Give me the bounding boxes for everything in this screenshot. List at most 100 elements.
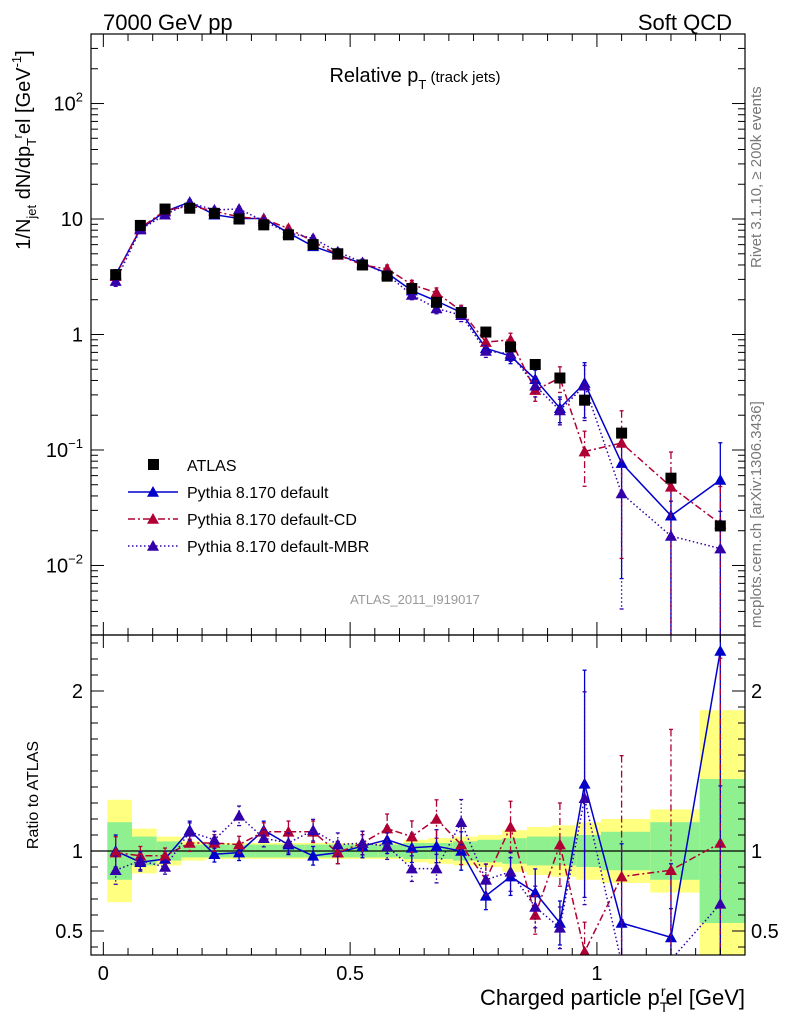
header-right: Soft QCD: [638, 10, 732, 35]
atlas-marker: [381, 270, 393, 282]
atlas-marker: [184, 202, 196, 214]
ratio-marker: [331, 846, 344, 858]
ratio-marker: [664, 864, 677, 875]
atlas-marker: [431, 296, 443, 308]
ratio-marker: [109, 864, 122, 875]
ratio-marker: [307, 824, 320, 835]
series-atlas: [110, 202, 726, 532]
rivet-label: Rivet 3.1.10, ≥ 200k events: [748, 86, 765, 268]
series-marker: [529, 379, 542, 391]
atlas-marker: [579, 394, 591, 406]
atlas-marker: [406, 283, 418, 295]
atlas-marker: [134, 219, 146, 231]
plot-title-extra: (track jets): [426, 69, 500, 86]
ratio-marker: [307, 849, 320, 861]
ratio-frame: [90, 634, 746, 956]
series-marker: [479, 336, 492, 347]
plot-title-sub: T: [418, 77, 426, 92]
series-marker: [430, 302, 443, 314]
ratio-xtick-label: 0: [98, 963, 109, 985]
ratio-marker: [356, 837, 369, 848]
atlas-marker: [233, 213, 245, 225]
ratio-marker: [282, 837, 295, 848]
series-marker: [578, 379, 591, 391]
series-marker: [578, 445, 591, 457]
legend-marker: [147, 486, 159, 497]
ratio-marker: [479, 873, 492, 885]
main-ytick-label: 1: [72, 325, 83, 347]
ratio-marker: [159, 861, 172, 872]
ratio-marker: [257, 832, 270, 843]
xlabel: Charged particle pTrel [GeV]: [480, 983, 745, 1015]
ratio-marker: [208, 833, 221, 845]
ratio-marker: [233, 809, 246, 821]
ratio-ytick-label: 2: [72, 681, 83, 703]
atlas-marker: [505, 341, 517, 353]
legend-label: Pythia 8.170 default: [187, 485, 329, 502]
ratio-marker: [615, 870, 628, 882]
plot-title: Relative pT (track jets): [329, 65, 500, 92]
ratio-marker: [430, 840, 443, 851]
ratio-marker: [430, 862, 443, 874]
ratio-marker: [381, 822, 394, 834]
ratio-line: [115, 650, 722, 939]
main-plot-area: [109, 196, 727, 635]
atlas-marker: [307, 239, 319, 251]
ratio-ytick-label: 1: [72, 841, 83, 863]
series-marker: [615, 436, 628, 448]
ratio-marker: [553, 921, 566, 933]
series-marker: [664, 529, 677, 541]
series-marker: [553, 404, 566, 416]
atlas-marker: [529, 358, 541, 370]
series-marker: [233, 203, 246, 214]
analysis-id: ATLAS_2011_I919017: [350, 592, 480, 607]
atlas-marker: [356, 259, 368, 271]
atlas-marker: [258, 219, 270, 231]
main-ytick-label: 102: [54, 90, 83, 116]
ratio-marker: [714, 645, 727, 656]
ratio-marker: [578, 792, 591, 803]
legend-entry: Pythia 8.170 default: [128, 485, 329, 502]
header-left: 7000 GeV pp: [103, 10, 233, 35]
ratio-marker: [183, 837, 196, 848]
atlas-marker: [455, 307, 467, 319]
ratio-marker: [529, 886, 542, 898]
ratio-ytick-label-right: 2: [751, 681, 762, 703]
ratio-marker: [553, 838, 566, 850]
series-marker: [529, 373, 542, 385]
main-panel: 10−2 10−1 1 10 102: [46, 33, 746, 636]
ratio-yticks: 0.5 0.5 1 1 2 2: [55, 642, 779, 948]
legend-marker: [147, 540, 159, 551]
ratio-marker: [159, 849, 172, 861]
ratio-marker: [504, 865, 517, 877]
ratio-marker: [183, 825, 196, 837]
legend-label: ATLAS: [187, 458, 237, 475]
atlas-marker: [554, 372, 566, 384]
atlas-marker: [332, 248, 344, 260]
ratio-marker: [233, 838, 246, 850]
ratio-marker: [208, 848, 221, 859]
ratio-series-1: [109, 657, 727, 955]
atlas-marker: [616, 427, 628, 439]
series-marker: [504, 347, 517, 359]
ratio-marker: [616, 957, 628, 968]
ratio-ytick-label: 0.5: [55, 921, 83, 943]
atlas-marker: [208, 207, 220, 219]
main-yticks: 10−2 10−1 1 10 102: [46, 33, 745, 627]
ratio-marker: [282, 825, 295, 837]
legend-entry: ATLAS: [148, 458, 237, 475]
ratio-marker: [381, 840, 394, 851]
series-marker: [714, 542, 727, 554]
series-marker: [430, 286, 443, 298]
atlas-marker: [480, 326, 492, 338]
series-marker: [405, 288, 418, 300]
series-marker: [664, 480, 677, 492]
ratio-ytick-label-right: 1: [751, 841, 762, 863]
ratio-marker: [405, 862, 418, 874]
atlas-marker: [665, 472, 677, 484]
plot-title-main: Relative p: [329, 65, 418, 87]
ratio-marker: [134, 854, 147, 866]
ratio-marker: [430, 813, 443, 824]
ratio-xticks: 0 0.5 1: [98, 635, 746, 985]
ratio-marker: [504, 821, 517, 832]
